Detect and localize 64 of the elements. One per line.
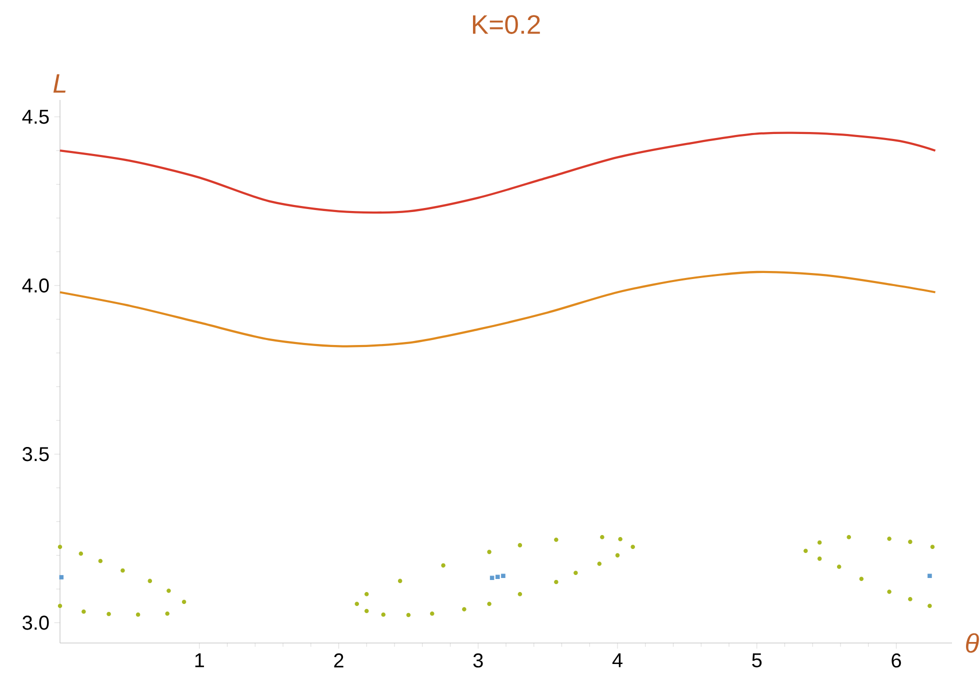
x-tick-label: 4 <box>612 653 622 668</box>
point <box>597 562 602 566</box>
point <box>58 544 62 550</box>
y-tick-label: 4.0 <box>22 278 49 293</box>
point <box>59 575 64 580</box>
point <box>630 544 635 550</box>
point <box>182 600 186 604</box>
y-tick-label: 3.0 <box>22 616 49 630</box>
point <box>887 590 892 594</box>
point <box>364 592 369 596</box>
point <box>928 574 932 578</box>
point <box>859 576 864 582</box>
point <box>817 540 822 545</box>
point <box>82 610 86 614</box>
point <box>817 556 822 561</box>
x-tick-label: 2 <box>334 653 344 668</box>
point <box>78 551 84 556</box>
point <box>58 604 62 608</box>
point <box>554 538 558 542</box>
point <box>406 612 411 618</box>
point <box>441 563 446 568</box>
point <box>120 568 125 573</box>
chart-title: K=0.2 <box>472 15 540 34</box>
point <box>618 536 622 542</box>
point <box>136 612 140 617</box>
point <box>462 607 466 612</box>
point <box>148 578 152 584</box>
y-tick-label: 4.5 <box>22 110 49 124</box>
point <box>487 550 492 554</box>
point <box>554 580 558 584</box>
line-series <box>58 270 936 348</box>
point <box>398 578 402 584</box>
point <box>518 543 522 548</box>
point <box>615 553 620 558</box>
x-tick-label: 1 <box>195 653 204 668</box>
point <box>930 544 935 550</box>
point <box>600 534 604 540</box>
y-tick-label: 3.5 <box>22 447 49 462</box>
point <box>490 576 494 580</box>
point <box>518 592 522 596</box>
point <box>98 558 103 564</box>
point <box>430 612 434 616</box>
point <box>364 608 369 614</box>
point <box>574 570 578 575</box>
point <box>908 540 912 544</box>
point <box>846 534 852 540</box>
point <box>487 602 492 606</box>
point <box>908 597 912 602</box>
point <box>928 604 932 608</box>
point <box>496 574 500 580</box>
point <box>106 612 111 616</box>
point <box>165 612 170 616</box>
x-tick-label: 6 <box>892 653 901 668</box>
point <box>501 574 506 578</box>
x-axis-title: θ <box>966 633 979 653</box>
x-tick-label: 5 <box>752 653 762 668</box>
y-axis-title: L <box>53 74 66 93</box>
point <box>804 548 808 554</box>
point <box>887 536 892 541</box>
point <box>166 588 171 593</box>
point <box>354 602 360 606</box>
point <box>836 564 842 569</box>
point <box>381 612 386 617</box>
x-tick-label: 3 <box>473 653 483 668</box>
